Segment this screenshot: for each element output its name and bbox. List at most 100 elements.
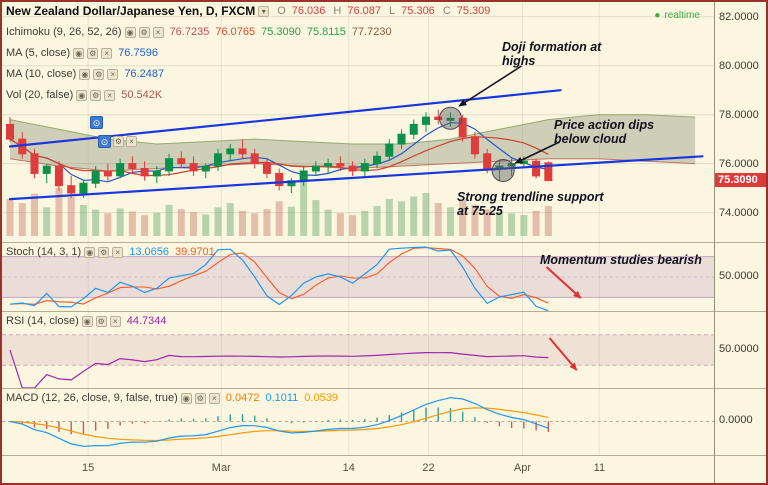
main-price-pane[interactable]: New Zealand Dollar/Japanese Yen, D, FXCM…: [2, 2, 714, 242]
ichimoku-value-5: 77.7230: [352, 26, 392, 38]
price-label: 78.0000: [719, 109, 759, 121]
open-label: O: [277, 5, 286, 17]
time-label: Mar: [212, 462, 231, 474]
realtime-label: realtime: [664, 10, 700, 21]
stochastic-scale[interactable]: 50.0000: [715, 243, 766, 311]
ichimoku-value-3: 75.3090: [261, 26, 301, 38]
gear-icon[interactable]: ⚙: [87, 48, 98, 59]
visibility-icon[interactable]: ◉: [82, 316, 93, 327]
time-label: Apr: [514, 462, 531, 474]
macd-zero-label: 0.0000: [719, 414, 753, 426]
high-label: H: [333, 5, 341, 17]
annotation-momentum[interactable]: Momentum studies bearish: [540, 253, 702, 267]
realtime-indicator: ● realtime: [654, 10, 700, 21]
ichimoku-value-1: 76.7235: [170, 26, 210, 38]
time-label: 15: [82, 462, 94, 474]
price-label: 76.0000: [719, 158, 759, 170]
volume-legend-row[interactable]: Vol (20, false) ◉ ⚙ × 50.542K: [6, 88, 490, 102]
macd-pane[interactable]: MACD (12, 26, close, 9, false, true) ◉ ⚙…: [2, 389, 714, 455]
gear-icon[interactable]: ⚙: [96, 316, 107, 327]
close-icon[interactable]: ×: [126, 136, 137, 147]
visibility-icon[interactable]: ◉: [84, 247, 95, 258]
close-value: 75.309: [457, 5, 491, 17]
close-icon[interactable]: ×: [104, 90, 115, 101]
time-label: 11: [594, 462, 605, 474]
stochastic-legend: Stoch (14, 3, 1) ◉ ⚙ × 13.0656 39.9701: [6, 245, 215, 266]
visibility-icon[interactable]: ◉: [79, 69, 90, 80]
price-scale-main[interactable]: 82.0000 80.0000 78.0000 76.0000 74.0000 …: [715, 2, 766, 242]
realtime-dot-icon: ●: [654, 10, 660, 21]
ma10-value: 76.2487: [124, 68, 164, 80]
rsi-legend: RSI (14, close) ◉ ⚙ × 44.7344: [6, 314, 167, 335]
gear-icon[interactable]: ⚙: [195, 393, 206, 404]
axis-corner: [715, 455, 766, 483]
visibility-icon[interactable]: ◉: [181, 393, 192, 404]
macd-legend: MACD (12, 26, close, 9, false, true) ◉ ⚙…: [6, 391, 338, 412]
macd-label: MACD (12, 26, close, 9, false, true): [6, 392, 178, 404]
high-value: 76.087: [347, 5, 381, 17]
stochastic-d-value: 39.9701: [175, 246, 215, 258]
close-label: C: [443, 5, 451, 17]
ma5-value: 76.7596: [118, 47, 158, 59]
rsi-legend-row[interactable]: RSI (14, close) ◉ ⚙ × 44.7344: [6, 314, 167, 328]
stochastic-label: Stoch (14, 3, 1): [6, 246, 81, 258]
open-value: 76.036: [292, 5, 326, 17]
price-label: 74.0000: [719, 207, 759, 219]
rsi-pane[interactable]: RSI (14, close) ◉ ⚙ × 44.7344: [2, 312, 714, 388]
gear-icon[interactable]: ⚙: [93, 69, 104, 80]
rsi-value: 44.7344: [127, 315, 167, 327]
volume-value: 50.542K: [121, 89, 162, 101]
ichimoku-label: Ichimoku (9, 26, 52, 26): [6, 26, 122, 38]
annotation-dips[interactable]: Price action dips below cloud: [554, 118, 679, 147]
close-icon[interactable]: ×: [209, 393, 220, 404]
symbol-title[interactable]: New Zealand Dollar/Japanese Yen, D, FXCM: [6, 4, 255, 18]
time-axis[interactable]: 15 Mar 14 22 Apr 11: [2, 455, 714, 483]
macd-hist-value: 0.0472: [226, 392, 260, 404]
symbol-title-row[interactable]: New Zealand Dollar/Japanese Yen, D, FXCM…: [6, 4, 490, 18]
time-label: 22: [422, 462, 434, 474]
stochastic-pane[interactable]: Stoch (14, 3, 1) ◉ ⚙ × 13.0656 39.9701 M…: [2, 243, 714, 311]
volume-label: Vol (20, false): [6, 89, 73, 101]
gear-icon[interactable]: ⚙: [113, 136, 124, 147]
close-icon[interactable]: ×: [153, 27, 164, 38]
chevron-down-icon[interactable]: ▾: [258, 6, 269, 17]
stochastic-k-value: 13.0656: [129, 246, 169, 258]
close-icon[interactable]: ×: [112, 247, 123, 258]
close-icon[interactable]: ×: [110, 316, 121, 327]
ichimoku-legend-row[interactable]: Ichimoku (9, 26, 52, 26) ◉ ⚙ × 76.7235 7…: [6, 25, 490, 39]
rsi-mid-label: 50.0000: [719, 343, 759, 355]
low-value: 75.306: [401, 5, 435, 17]
close-icon[interactable]: ×: [101, 48, 112, 59]
price-scale-column[interactable]: 82.0000 80.0000 78.0000 76.0000 74.0000 …: [714, 2, 766, 483]
gear-icon[interactable]: ⚙: [98, 247, 109, 258]
time-label: 14: [343, 462, 355, 474]
macd-legend-row[interactable]: MACD (12, 26, close, 9, false, true) ◉ ⚙…: [6, 391, 338, 405]
stochastic-legend-row[interactable]: Stoch (14, 3, 1) ◉ ⚙ × 13.0656 39.9701: [6, 245, 215, 259]
ma10-legend-row[interactable]: MA (10, close) ◉ ⚙ × 76.2487: [6, 67, 490, 81]
trading-chart-window: New Zealand Dollar/Japanese Yen, D, FXCM…: [0, 0, 768, 485]
last-price-badge: 75.3090: [715, 173, 766, 187]
annotation-doji[interactable]: Doji formation at highs: [502, 40, 642, 69]
low-label: L: [389, 5, 395, 17]
macd-signal-value: 0.0539: [304, 392, 338, 404]
close-icon[interactable]: ×: [107, 69, 118, 80]
main-legend: New Zealand Dollar/Japanese Yen, D, FXCM…: [6, 4, 490, 109]
ichimoku-value-2: 76.0765: [215, 26, 255, 38]
rsi-scale[interactable]: 50.0000: [715, 312, 766, 388]
ma5-label: MA (5, close): [6, 47, 70, 59]
drawing-anchor-icon[interactable]: ⊙: [98, 135, 111, 148]
drawing-anchor-icon[interactable]: ⊙: [90, 116, 103, 129]
visibility-icon[interactable]: ◉: [73, 48, 84, 59]
rsi-label: RSI (14, close): [6, 315, 79, 327]
annotation-support[interactable]: Strong trendline support at 75.25: [457, 190, 657, 219]
macd-scale[interactable]: 0.0000: [715, 389, 766, 455]
visibility-icon[interactable]: ◉: [76, 90, 87, 101]
ma10-label: MA (10, close): [6, 68, 76, 80]
price-label: 80.0000: [719, 60, 759, 72]
gear-icon[interactable]: ⚙: [90, 90, 101, 101]
visibility-icon[interactable]: ◉: [125, 27, 136, 38]
gear-icon[interactable]: ⚙: [139, 27, 150, 38]
price-label: 82.0000: [719, 11, 759, 23]
ma5-legend-row[interactable]: MA (5, close) ◉ ⚙ × 76.7596: [6, 46, 490, 60]
chart-plot-column: New Zealand Dollar/Japanese Yen, D, FXCM…: [2, 2, 714, 483]
